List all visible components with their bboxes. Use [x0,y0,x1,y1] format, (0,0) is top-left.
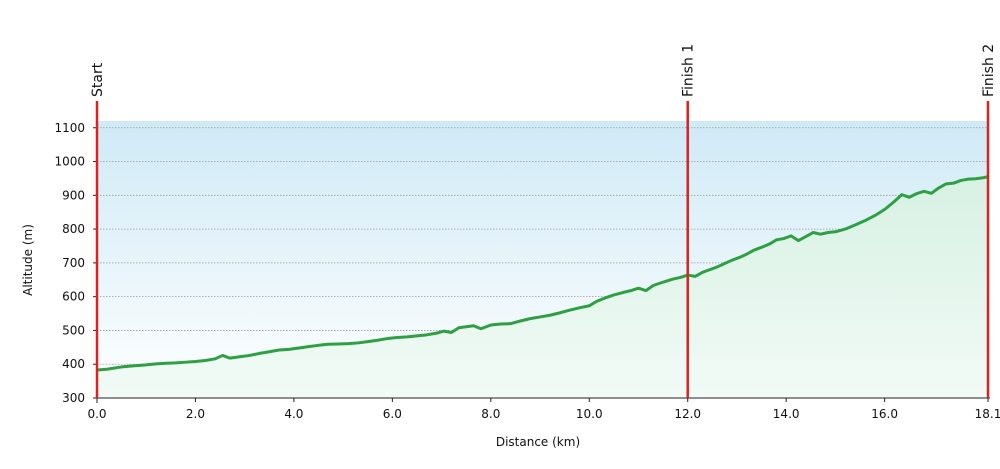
y-tick-label: 800 [62,222,85,236]
x-tick-label: 10.0 [576,407,603,421]
y-tick-label: 500 [62,323,85,337]
marker-label-finish-2: Finish 2 [981,44,997,97]
x-tick-label: 6.0 [383,407,402,421]
elevation-line [96,175,989,372]
y-tick-label: 400 [62,357,85,371]
marker-label-finish-1: Finish 1 [681,44,697,97]
y-tick-label: 600 [62,290,85,304]
y-tick-label: 900 [62,188,85,202]
elevation-area [97,176,988,398]
y-tick-label: 1100 [54,121,85,135]
x-tick-label: 0.0 [87,407,106,421]
x-tick-labels: 0.0 2.0 4.0 6.0 8.0 10.0 12.0 14.0 16.0 18.1 [87,398,1000,421]
y-tick-label: 1000 [54,155,85,169]
x-tick-label: 12.0 [674,407,701,421]
y-tick-label: 700 [62,256,85,270]
x-tick-label: 18.1 [975,407,1000,421]
route-markers: Start Finish 1 Finish 2 [90,44,997,398]
x-tick-label: 8.0 [481,407,500,421]
x-axis-title: Distance (km) [496,435,580,449]
x-tick-label: 2.0 [186,407,205,421]
y-tick-labels: 300 400 500 600 700 800 900 1000 1100 [54,121,97,405]
x-tick-label: 16.0 [871,407,898,421]
x-tick-label: 4.0 [284,407,303,421]
y-axis-title: Altitude (m) [21,224,35,296]
marker-label-start: Start [90,62,106,97]
y-tick-label: 300 [62,391,85,405]
x-tick-label: 14.0 [773,407,800,421]
